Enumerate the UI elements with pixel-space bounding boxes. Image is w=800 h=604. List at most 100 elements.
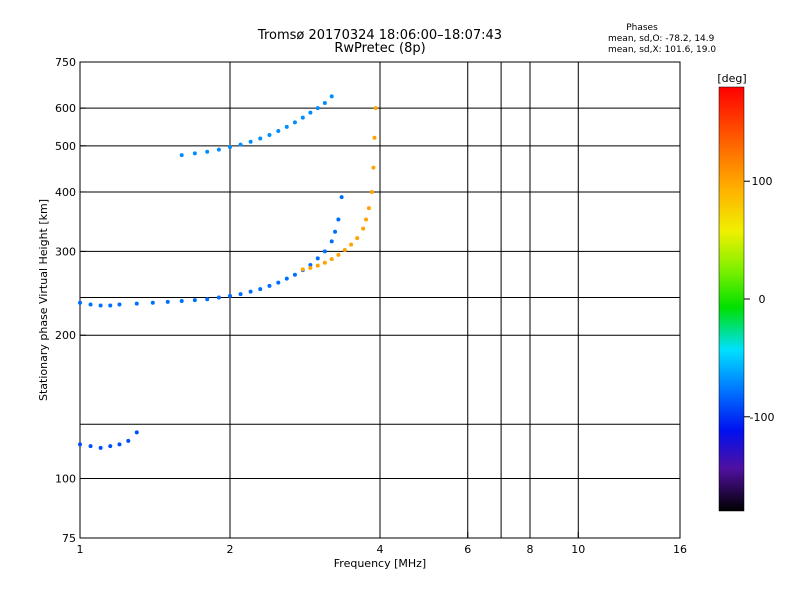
data-point — [117, 302, 122, 307]
chart-title: Tromsø 20170324 18:06:00–18:07:43 — [257, 28, 502, 43]
data-point — [267, 132, 272, 137]
data-point — [322, 101, 327, 106]
data-point — [150, 300, 155, 305]
data-point — [329, 257, 334, 262]
x-tick-label: 10 — [571, 543, 585, 556]
y-tick-label: 600 — [55, 102, 76, 115]
data-point — [315, 263, 320, 268]
grid-lines — [80, 62, 680, 538]
data-point — [258, 287, 263, 292]
data-point — [349, 242, 354, 247]
data-point — [205, 297, 210, 302]
data-point — [372, 135, 377, 140]
data-point — [238, 292, 243, 297]
colorbar-tick-label: -100 — [750, 411, 775, 424]
data-point — [329, 94, 334, 99]
data-point — [216, 147, 221, 152]
data-point — [292, 272, 297, 277]
data-point — [333, 229, 338, 234]
data-point — [366, 206, 371, 211]
x-tick-label: 4 — [377, 543, 384, 556]
data-point — [192, 151, 197, 156]
data-point — [336, 252, 341, 257]
data-point — [98, 303, 103, 308]
data-point — [300, 267, 305, 272]
data-point — [192, 298, 197, 303]
y-tick-label: 400 — [55, 186, 76, 199]
data-point — [134, 430, 139, 435]
data-point — [228, 145, 232, 150]
data-point — [117, 442, 122, 447]
x-tick-label: 8 — [527, 543, 534, 556]
data-points — [78, 94, 378, 450]
data-point — [371, 165, 376, 170]
data-point — [108, 303, 113, 308]
data-point — [329, 239, 334, 244]
y-axis-label: Stationary phase Virtual Height [km] — [37, 199, 50, 401]
data-point — [78, 442, 82, 447]
y-axis-ticks: 75 100 200 300 400 500 600 750 — [55, 56, 86, 545]
data-point — [216, 295, 221, 300]
data-point — [276, 280, 281, 285]
x-tick-label: 6 — [464, 543, 471, 556]
x-tick-label: 1 — [77, 543, 84, 556]
data-point — [126, 438, 131, 443]
data-point — [205, 149, 210, 154]
x-axis-label: Frequency [MHz] — [334, 557, 426, 570]
stats-header: Phases — [626, 23, 658, 33]
colorbar-tick-label: 100 — [752, 175, 773, 188]
data-point — [238, 142, 243, 147]
data-point — [276, 129, 281, 134]
data-point — [308, 262, 313, 267]
data-point — [284, 124, 289, 129]
data-point — [315, 106, 320, 111]
y-tick-label: 300 — [55, 245, 76, 258]
y-tick-label: 100 — [55, 473, 76, 486]
data-point — [369, 189, 374, 194]
data-point — [322, 260, 327, 265]
data-point — [300, 115, 305, 120]
y-tick-label: 200 — [55, 329, 76, 342]
data-point — [165, 299, 170, 304]
data-point — [98, 445, 103, 450]
data-point — [284, 276, 289, 281]
data-point — [364, 217, 369, 222]
y-tick-label: 750 — [55, 56, 76, 69]
data-point — [292, 120, 297, 125]
colorbar-tick-label: 0 — [759, 293, 766, 306]
y-tick-label: 500 — [55, 140, 76, 153]
data-point — [108, 444, 113, 449]
data-point — [361, 226, 366, 231]
data-point — [248, 139, 253, 144]
data-point — [88, 444, 93, 449]
data-point — [258, 136, 263, 141]
y-tick-label: 75 — [62, 532, 76, 545]
data-point — [373, 106, 378, 111]
data-point — [355, 236, 360, 241]
data-point — [322, 249, 327, 254]
data-point — [248, 289, 253, 294]
data-point — [179, 299, 184, 304]
x-tick-label: 16 — [673, 543, 687, 556]
data-point — [308, 265, 313, 270]
colorbar-gradient — [718, 86, 745, 512]
data-point — [267, 283, 272, 288]
data-point — [78, 300, 82, 305]
data-point — [88, 302, 93, 307]
data-point — [336, 217, 341, 222]
stats-line-x: mean, sd,X: 101.6, 19.0 — [608, 45, 716, 55]
stats-line-o: mean, sd,O: -78.2, 14.9 — [608, 34, 715, 44]
x-tick-label: 2 — [227, 543, 234, 556]
colorbar-ticks: 100 0 -100 — [744, 175, 774, 424]
data-point — [342, 248, 347, 253]
chart-subtitle: RwPretec (8p) — [334, 41, 425, 56]
data-point — [134, 301, 139, 306]
colorbar-label: [deg] — [717, 72, 746, 85]
x-axis-ticks: 1 2 4 6 8 10 16 — [77, 532, 687, 556]
colorbar: [deg] 100 0 -100 — [717, 72, 774, 512]
data-point — [179, 153, 184, 158]
data-point — [339, 195, 344, 200]
data-point — [228, 293, 232, 298]
